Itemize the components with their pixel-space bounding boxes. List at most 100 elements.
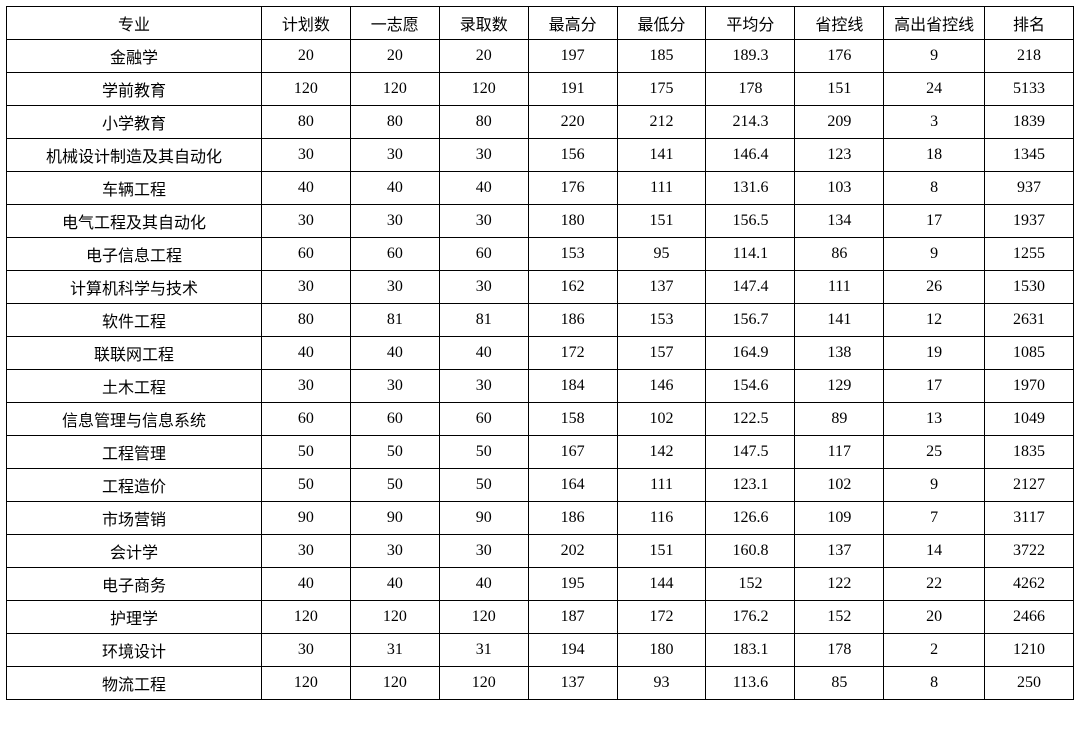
header-prov-line: 省控线 bbox=[795, 7, 884, 40]
table-row: 会计学303030202151160.8137143722 bbox=[7, 535, 1074, 568]
cell-avg: 156.7 bbox=[706, 304, 795, 337]
cell-major: 小学教育 bbox=[7, 106, 262, 139]
cell-admitted: 120 bbox=[439, 601, 528, 634]
cell-prov_line: 123 bbox=[795, 139, 884, 172]
cell-first_choice: 30 bbox=[350, 139, 439, 172]
cell-plan: 80 bbox=[261, 304, 350, 337]
cell-prov_line: 152 bbox=[795, 601, 884, 634]
cell-above_line: 25 bbox=[884, 436, 985, 469]
cell-first_choice: 50 bbox=[350, 469, 439, 502]
header-first-choice: 一志愿 bbox=[350, 7, 439, 40]
cell-prov_line: 122 bbox=[795, 568, 884, 601]
cell-admitted: 81 bbox=[439, 304, 528, 337]
cell-prov_line: 209 bbox=[795, 106, 884, 139]
cell-rank: 4262 bbox=[984, 568, 1073, 601]
cell-admitted: 31 bbox=[439, 634, 528, 667]
cell-admitted: 50 bbox=[439, 436, 528, 469]
cell-rank: 1210 bbox=[984, 634, 1073, 667]
cell-major: 市场营销 bbox=[7, 502, 262, 535]
cell-min: 212 bbox=[617, 106, 706, 139]
cell-plan: 90 bbox=[261, 502, 350, 535]
cell-first_choice: 50 bbox=[350, 436, 439, 469]
cell-above_line: 9 bbox=[884, 238, 985, 271]
cell-avg: 152 bbox=[706, 568, 795, 601]
cell-avg: 176.2 bbox=[706, 601, 795, 634]
cell-max: 220 bbox=[528, 106, 617, 139]
cell-admitted: 20 bbox=[439, 40, 528, 73]
cell-prov_line: 117 bbox=[795, 436, 884, 469]
cell-first_choice: 60 bbox=[350, 403, 439, 436]
cell-prov_line: 102 bbox=[795, 469, 884, 502]
cell-prov_line: 103 bbox=[795, 172, 884, 205]
cell-major: 机械设计制造及其自动化 bbox=[7, 139, 262, 172]
cell-min: 151 bbox=[617, 205, 706, 238]
cell-first_choice: 20 bbox=[350, 40, 439, 73]
cell-admitted: 40 bbox=[439, 568, 528, 601]
cell-avg: 147.4 bbox=[706, 271, 795, 304]
cell-plan: 80 bbox=[261, 106, 350, 139]
cell-plan: 50 bbox=[261, 436, 350, 469]
header-max: 最高分 bbox=[528, 7, 617, 40]
cell-major: 学前教育 bbox=[7, 73, 262, 106]
cell-max: 186 bbox=[528, 304, 617, 337]
cell-max: 172 bbox=[528, 337, 617, 370]
cell-max: 195 bbox=[528, 568, 617, 601]
cell-rank: 1085 bbox=[984, 337, 1073, 370]
cell-rank: 2466 bbox=[984, 601, 1073, 634]
cell-avg: 146.4 bbox=[706, 139, 795, 172]
cell-max: 202 bbox=[528, 535, 617, 568]
cell-first_choice: 120 bbox=[350, 667, 439, 700]
cell-rank: 2631 bbox=[984, 304, 1073, 337]
table-row: 土木工程303030184146154.6129171970 bbox=[7, 370, 1074, 403]
cell-prov_line: 141 bbox=[795, 304, 884, 337]
cell-avg: 160.8 bbox=[706, 535, 795, 568]
table-row: 学前教育120120120191175178151245133 bbox=[7, 73, 1074, 106]
header-major: 专业 bbox=[7, 7, 262, 40]
cell-rank: 1049 bbox=[984, 403, 1073, 436]
table-row: 计算机科学与技术303030162137147.4111261530 bbox=[7, 271, 1074, 304]
cell-above_line: 22 bbox=[884, 568, 985, 601]
cell-first_choice: 30 bbox=[350, 205, 439, 238]
header-above-line: 高出省控线 bbox=[884, 7, 985, 40]
cell-min: 144 bbox=[617, 568, 706, 601]
cell-first_choice: 120 bbox=[350, 601, 439, 634]
cell-min: 141 bbox=[617, 139, 706, 172]
cell-first_choice: 40 bbox=[350, 568, 439, 601]
cell-prov_line: 176 bbox=[795, 40, 884, 73]
cell-above_line: 12 bbox=[884, 304, 985, 337]
cell-avg: 214.3 bbox=[706, 106, 795, 139]
cell-max: 191 bbox=[528, 73, 617, 106]
cell-rank: 3722 bbox=[984, 535, 1073, 568]
cell-max: 187 bbox=[528, 601, 617, 634]
cell-min: 102 bbox=[617, 403, 706, 436]
cell-min: 93 bbox=[617, 667, 706, 700]
cell-rank: 218 bbox=[984, 40, 1073, 73]
cell-avg: 164.9 bbox=[706, 337, 795, 370]
cell-major: 车辆工程 bbox=[7, 172, 262, 205]
cell-above_line: 17 bbox=[884, 205, 985, 238]
cell-first_choice: 40 bbox=[350, 337, 439, 370]
table-row: 工程造价505050164111123.110292127 bbox=[7, 469, 1074, 502]
cell-major: 工程管理 bbox=[7, 436, 262, 469]
cell-above_line: 9 bbox=[884, 40, 985, 73]
cell-prov_line: 129 bbox=[795, 370, 884, 403]
table-body: 金融学202020197185189.31769218学前教育120120120… bbox=[7, 40, 1074, 700]
cell-plan: 30 bbox=[261, 535, 350, 568]
cell-plan: 120 bbox=[261, 601, 350, 634]
cell-max: 137 bbox=[528, 667, 617, 700]
table-row: 环境设计303131194180183.117821210 bbox=[7, 634, 1074, 667]
cell-min: 142 bbox=[617, 436, 706, 469]
cell-avg: 114.1 bbox=[706, 238, 795, 271]
cell-rank: 1970 bbox=[984, 370, 1073, 403]
cell-avg: 183.1 bbox=[706, 634, 795, 667]
table-row: 电子商务404040195144152122224262 bbox=[7, 568, 1074, 601]
table-row: 机械设计制造及其自动化303030156141146.4123181345 bbox=[7, 139, 1074, 172]
cell-first_choice: 31 bbox=[350, 634, 439, 667]
cell-rank: 250 bbox=[984, 667, 1073, 700]
cell-avg: 131.6 bbox=[706, 172, 795, 205]
cell-first_choice: 80 bbox=[350, 106, 439, 139]
cell-admitted: 30 bbox=[439, 139, 528, 172]
cell-first_choice: 120 bbox=[350, 73, 439, 106]
table-row: 护理学120120120187172176.2152202466 bbox=[7, 601, 1074, 634]
cell-min: 137 bbox=[617, 271, 706, 304]
